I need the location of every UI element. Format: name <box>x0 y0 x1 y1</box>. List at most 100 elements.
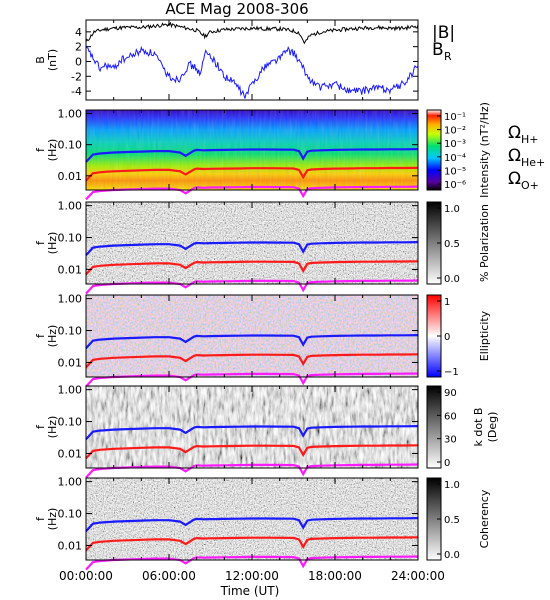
colorbar-label: % Polarization <box>478 204 491 282</box>
ytick-label: 1.00 <box>58 384 83 397</box>
y-axis-unit: (nT) <box>46 49 59 71</box>
colorbar-tick-label: 1.0 <box>444 204 460 215</box>
ytick-label: 0.10 <box>58 508 83 521</box>
series-btotal-line <box>85 21 419 45</box>
panel-kdotb: 1.00 0.10 0.01 f (Hz) 90 60 30 0 k dot B (Deg) <box>34 384 499 479</box>
colorbar-tick-label: 0.5 <box>444 515 460 526</box>
colorbar <box>426 109 442 191</box>
gyrofrequency-h-line <box>85 517 419 532</box>
panel-field: 420-2-4B (nT)|B|B R <box>34 19 455 101</box>
colorbar-tick-label: −1 <box>444 367 459 378</box>
legend-btotal: |B| <box>432 23 455 43</box>
legend-ion-symbol: Ω <box>508 169 521 189</box>
gyrofrequency-he-line <box>85 166 419 182</box>
xtick-label: 12:00:00 <box>225 569 279 583</box>
y-axis-label: B <box>34 56 47 64</box>
y-axis-label: f <box>34 240 47 245</box>
xtick-label: 06:00:00 <box>142 569 196 583</box>
colorbar-tick-label: 1 <box>444 297 450 308</box>
ytick-label: 1.00 <box>58 108 83 121</box>
ytick-label: 1.00 <box>58 200 83 213</box>
gyrofrequency-o-line <box>85 372 419 388</box>
y-axis-unit: (Hz) <box>46 139 59 162</box>
colorbar-tick-label: 30 <box>444 435 457 446</box>
gyrofrequency-he-line <box>85 353 419 369</box>
ytick-label: 0.01 <box>58 356 83 369</box>
colorbar-tick-label: 10⁻³ <box>444 139 466 150</box>
gyrofrequency-h-line <box>85 425 419 440</box>
colorbar-label: Intensity (nT²/Hz) <box>478 102 491 198</box>
y-axis-label: f <box>34 333 47 338</box>
ytick-label: 0.01 <box>58 539 83 552</box>
colorbar-label: k dot B <box>472 408 485 447</box>
ytick-label: 1.00 <box>58 293 83 306</box>
colorbar-tick-label: 0.0 <box>444 274 460 285</box>
plot-area <box>85 19 419 101</box>
colorbar-tick-label: 10⁻⁵ <box>444 166 466 177</box>
gyrofrequency-he-line <box>85 444 419 460</box>
y-axis-unit: (Hz) <box>46 232 59 255</box>
legend-ion-sub: O+ <box>521 179 539 192</box>
time-axis-label: Time (UT) <box>220 584 280 598</box>
colorbar-tick-label: 10⁻⁶ <box>444 180 466 191</box>
gyrofrequency-he-line <box>85 536 419 552</box>
gyrofrequency-o-line <box>85 555 419 571</box>
y-axis-unit: (Hz) <box>46 325 59 348</box>
colorbar-label: Coherency <box>478 489 491 548</box>
colorbar-tick-label: 0 <box>444 458 450 469</box>
xtick-label: 18:00:00 <box>308 569 362 583</box>
panel-intensity: 1.00 0.10 0.01 f (Hz) 10⁻¹ 10⁻² 10⁻³ 10⁻⁴ 10⁻⁵ 10⁻… <box>34 102 545 201</box>
y-axis-label: f <box>34 516 47 521</box>
colorbar-tick-label: 60 <box>444 411 457 422</box>
y-axis-unit: (Hz) <box>46 508 59 531</box>
legend-br: B <box>432 40 444 60</box>
legend-ion-symbol: Ω <box>508 123 521 143</box>
y-axis-label: f <box>34 147 47 152</box>
ytick-label: 0.10 <box>58 325 83 338</box>
colorbar-tick-label: 10⁻² <box>444 126 466 137</box>
ytick-label: 0.01 <box>58 263 83 276</box>
ytick-label: 0.01 <box>58 170 83 183</box>
time-axis: Time (UT) 00:00:00 06:00:00 12:00:00 18:00:… <box>59 569 445 598</box>
legend-br-sub: R <box>444 50 452 63</box>
ytick-label: -2 <box>71 70 82 83</box>
ytick-label: 0.10 <box>58 232 83 245</box>
panel-coherency: 1.00 0.10 0.01 f (Hz) 1.0 0.5 0.0 Coherency <box>34 476 491 571</box>
ytick-label: 4 <box>75 26 82 39</box>
colorbar-tick-label: 90 <box>444 388 457 399</box>
colorbar-tick-label: 1.0 <box>444 480 460 491</box>
ytick-label: -4 <box>71 85 82 98</box>
colorbar-label: Ellipticity <box>478 310 491 361</box>
colorbar-label-unit: (Deg) <box>486 412 499 443</box>
gyrofrequency-o-line <box>85 279 419 295</box>
panel-polarization: 1.00 0.10 0.01 f (Hz) 1.0 0.5 0.0 % Polarization <box>34 200 491 295</box>
colorbar-tick-label: 0.5 <box>444 239 460 250</box>
ytick-label: 0.01 <box>58 447 83 460</box>
series-br-line <box>85 44 419 99</box>
ytick-label: 0.10 <box>58 139 83 152</box>
colorbar-tick-label: 10⁻⁴ <box>444 153 466 164</box>
gyrofrequency-h-line <box>85 241 419 256</box>
y-axis-label: f <box>34 424 47 429</box>
colorbar-tick-label: 0 <box>444 332 450 343</box>
colorbar-tick-label: 10⁻¹ <box>444 112 466 123</box>
ytick-label: 0.10 <box>58 416 83 429</box>
panel-ellipticity: 1.00 0.10 0.01 f (Hz) 1 0 −1 Ellipticity <box>34 293 491 388</box>
ytick-label: 2 <box>75 41 82 54</box>
xtick-label: 00:00:00 <box>59 569 113 583</box>
legend-ion-sub: H+ <box>521 133 539 146</box>
ytick-label: 0 <box>75 55 82 68</box>
legend-ion-symbol: Ω <box>508 146 521 166</box>
gyrofrequency-h-line <box>85 148 419 163</box>
gyrofrequency-h-line <box>85 334 419 349</box>
y-axis-unit: (Hz) <box>46 416 59 439</box>
legend-ion-sub: He+ <box>521 156 545 169</box>
colorbar <box>426 385 442 469</box>
gyrofrequency-o-line <box>85 185 419 201</box>
gyrofrequency-o-line <box>85 463 419 479</box>
ytick-label: 1.00 <box>58 476 83 489</box>
gyrofrequency-he-line <box>85 260 419 276</box>
xtick-label: 24:00:00 <box>391 569 445 583</box>
figure-title: ACE Mag 2008-306 <box>165 0 308 18</box>
